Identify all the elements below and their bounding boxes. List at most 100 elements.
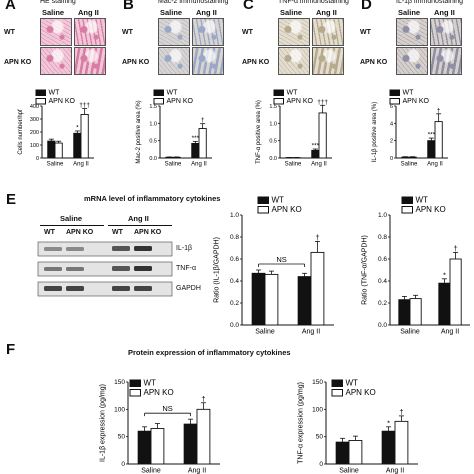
x-tick-label: Saline — [165, 162, 182, 168]
micrograph-tile — [40, 47, 72, 75]
gel-lane-1: WT — [44, 229, 55, 236]
legend-label-wt: WT — [403, 90, 415, 97]
band — [134, 266, 152, 271]
legend-swatch-ko — [273, 98, 284, 105]
micrograph-tile — [278, 18, 310, 46]
significance-mark: * — [387, 418, 390, 427]
micrograph-tile — [396, 47, 428, 75]
bar — [311, 149, 320, 159]
gel-panel: Saline Ang II WT APN KO WT APN KO IL-1β — [36, 214, 206, 306]
legend-swatch-wt — [257, 196, 269, 204]
micrograph-tile — [192, 47, 224, 75]
bar — [54, 142, 63, 159]
gel-lane-2: APN KO — [66, 229, 94, 236]
bar — [427, 140, 436, 159]
panel-letter-f: F — [6, 341, 16, 358]
bar — [198, 128, 207, 159]
x-tick-label: Saline — [401, 162, 418, 168]
y-tick-label: 1.0 — [230, 212, 239, 219]
legend-swatch-ko — [401, 206, 413, 214]
bar-chart: 0 2 4 6 IL-1β positive area (%) Saline Ang II *… — [372, 89, 448, 168]
legend-swatch-ko — [331, 389, 343, 397]
micrograph-row-label: WT — [122, 29, 133, 36]
micrograph-tile — [312, 18, 344, 46]
y-tick-label: 150 — [312, 379, 323, 386]
significance-mark: * — [443, 270, 446, 279]
micrograph-row-label: WT — [4, 29, 15, 36]
y-tick-label: 0.4 — [378, 278, 387, 285]
gel-lane-3: WT — [112, 229, 123, 236]
significance-mark: † — [201, 394, 205, 403]
bar — [310, 251, 325, 326]
y-tick-label: 100 — [114, 406, 125, 413]
legend-swatch-ko — [257, 206, 269, 214]
y-tick-label: 0.6 — [378, 256, 387, 263]
legend-swatch-ko — [129, 389, 141, 397]
bar — [297, 276, 312, 326]
panel-letter-b: B — [123, 0, 134, 13]
micrograph-tile — [74, 18, 106, 46]
x-tick-label: Ang II — [302, 329, 320, 336]
legend-label-ko: APN KO — [144, 388, 174, 397]
y-tick-label: 0 — [319, 461, 323, 468]
legend-label-wt: WT — [272, 196, 285, 205]
legend-label-ko: APN KO — [49, 98, 76, 105]
bar — [137, 430, 152, 465]
y-tick-label: 0.8 — [378, 234, 387, 241]
legend-label-wt: WT — [416, 196, 429, 205]
gel-strip-tnfa — [37, 261, 173, 277]
micrograph-group-label: Ang II — [316, 8, 337, 17]
x-tick-label: Ang II — [441, 329, 459, 336]
bar — [449, 258, 462, 326]
gel-bands — [37, 241, 173, 297]
y-tick-label: 50 — [316, 434, 324, 441]
y-tick-label: 100 — [30, 143, 39, 149]
top-quantification-charts: 0 100 200 300 400 Cells number/hpf Saline Ang I… — [18, 89, 448, 168]
y-tick-label: 0.0 — [230, 322, 239, 329]
legend-swatch-ko — [35, 98, 46, 105]
x-tick-label: Ang II — [188, 468, 206, 474]
bar — [398, 299, 411, 326]
bar-chart: 0 100 200 300 400 Cells number/hpf Saline Ang I… — [18, 89, 94, 168]
ns-label: NS — [276, 255, 286, 264]
micrograph-tile — [430, 47, 462, 75]
legend-swatch-wt — [35, 89, 46, 96]
micrograph-tile — [192, 18, 224, 46]
bar — [80, 114, 89, 159]
legend-swatch-wt — [389, 89, 400, 96]
y-tick-label: 2 — [390, 139, 393, 145]
significance-mark: ††† — [317, 99, 328, 106]
band-label-il1b: IL-1β — [176, 245, 193, 252]
y-tick-label: 1.0 — [378, 212, 387, 219]
micrograph-row-label: APN KO — [4, 59, 32, 66]
bar — [172, 156, 181, 159]
y-tick-label: 0.6 — [230, 256, 239, 263]
x-tick-label: Ang II — [73, 162, 89, 168]
x-tick-label: Saline — [285, 162, 302, 168]
micrograph-row-label: WT — [242, 29, 253, 36]
band — [112, 286, 130, 291]
micrograph-tile — [158, 18, 190, 46]
section-f-charts: 0 50 100 150 IL-1β expression (pg/mg) Saline A… — [100, 379, 418, 474]
micrograph-group-label: Saline — [42, 8, 65, 17]
bar-chart: 0.0 0.5 1.0 1.5 Mac-2 positive area (%) Salin… — [136, 89, 212, 168]
y-axis-label: Ratio (TNF-α/GAPDH) — [362, 235, 369, 305]
bar — [381, 430, 396, 465]
band — [134, 246, 152, 251]
significance-mark: † — [315, 233, 319, 242]
micrograph-tile — [430, 18, 462, 46]
micrograph-group-label: Ang II — [434, 8, 455, 17]
x-tick-label: Saline — [339, 468, 359, 474]
y-tick-label: 100 — [312, 406, 323, 413]
bar — [394, 420, 409, 465]
legend-label-ko: APN KO — [287, 98, 314, 105]
y-tick-label: 50 — [118, 434, 126, 441]
x-tick-label: Ang II — [311, 162, 327, 168]
x-tick-label: Saline — [47, 162, 64, 168]
bar — [408, 156, 417, 159]
y-axis-label: Mac-2 positive area (%) — [136, 100, 142, 163]
x-tick-label: Saline — [400, 329, 420, 336]
legend-label-wt: WT — [144, 379, 157, 388]
y-tick-label: 400 — [30, 104, 39, 110]
legend-swatch-wt — [153, 89, 164, 96]
